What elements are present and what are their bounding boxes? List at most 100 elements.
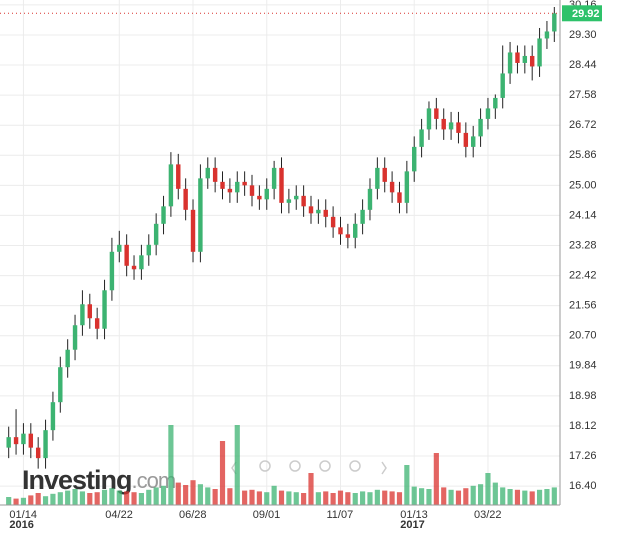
volume-bar [463,488,469,505]
volume-bar [183,485,189,505]
volume-bar [72,489,78,505]
volume-bar [419,488,425,505]
volume-bar [256,491,262,505]
volume-bar [492,482,498,505]
y-tick-label: 27.58 [569,89,597,101]
candle-body [13,437,19,445]
candle-body [529,55,535,67]
candle-body [43,430,48,459]
volume-bar [219,441,226,505]
candle-body [507,52,513,74]
volume-bar [94,492,100,505]
candle-body [522,55,528,63]
candle-body [338,227,343,235]
volume-bar [20,497,27,505]
y-tick-label: 20.70 [569,330,597,342]
volume-bar [109,488,115,505]
candle-body [80,304,85,326]
candle-body [21,433,26,445]
volume-bar [138,493,144,505]
candle-body [35,447,41,459]
volume-bar [485,473,491,505]
candle-body [72,325,78,350]
y-tick-label: 29.30 [569,29,597,41]
candle-body [176,164,181,189]
candle-body [242,181,247,186]
volume-bar [6,497,12,505]
candle-body [500,73,505,98]
candle-body [271,167,277,189]
x-tick-label: 11/07 [326,509,353,521]
volume-bar [455,490,462,505]
candle-body [323,209,328,217]
volume-bar [448,489,454,505]
volume-bar [426,489,432,505]
volume-bar [146,489,152,505]
volume-bar [544,489,550,505]
candle-body [382,167,387,182]
candle-body [493,97,498,109]
y-tick-label: 25.86 [569,149,597,161]
x-tick-label: 06/28 [179,509,207,521]
candle-body [360,209,365,224]
volume-bar [293,492,299,505]
volume-bar [396,492,403,505]
candle-body [434,108,439,119]
candle-body [6,437,11,448]
volume-bar [382,490,388,505]
volume-bar [175,482,181,505]
y-tick-label: 18.98 [569,390,597,402]
volume-bar [551,487,557,505]
candle-body [65,349,70,368]
candle-body [183,188,188,210]
y-tick-label: 24.14 [569,209,597,221]
candle-body [279,167,284,203]
x-tick-label: 09/01 [253,509,281,521]
candle-body [448,122,454,130]
candle-body [109,251,115,291]
last-price-box [562,5,602,22]
candle-body [146,244,151,256]
candle-body [515,52,520,63]
y-tick-label: 28.44 [569,59,597,71]
volume-bar [441,487,447,505]
candle-body [345,234,351,238]
volume-bar [79,491,86,505]
volume-bar [264,492,270,505]
candle-body [58,367,63,403]
volume-bar [160,485,167,505]
y-tick-label: 21.56 [569,300,597,312]
candle-body [235,181,240,193]
candle-body [419,129,424,147]
volume-bar [337,490,344,505]
y-tick-label: 26.72 [569,119,597,131]
toolbar-icons [231,460,387,475]
volume-bar [57,492,63,505]
volume-bar [28,495,34,505]
candle-body [426,108,432,130]
candle-body [257,195,262,200]
last-price-label: 29.92 [572,8,600,20]
candle-body [153,223,159,245]
y-tick-label: 25.00 [569,179,597,191]
volume-bar [522,490,528,505]
volume-bar [360,491,366,505]
candle-body [294,195,299,200]
candle-body [131,265,137,270]
volume-bar [404,465,410,505]
volume-bar [65,490,71,505]
volume-bar [308,473,314,505]
candle-body [286,199,292,203]
volume-bar [500,487,506,505]
candle-body [308,206,314,214]
candle-body [139,255,144,270]
volume-bar [411,486,417,505]
candle-body [330,216,336,228]
x-year-label: 2017 [400,519,424,531]
x-year-label: 2016 [9,519,33,531]
y-tick-label: 22.42 [569,269,597,281]
volume-bar [168,425,174,505]
candle-body [168,164,174,207]
